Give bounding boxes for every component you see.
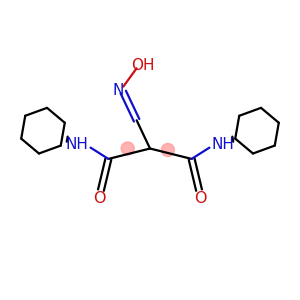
Text: N: N — [112, 83, 124, 98]
Text: O: O — [93, 191, 106, 206]
Text: O: O — [194, 191, 207, 206]
Text: OH: OH — [131, 58, 154, 74]
Circle shape — [161, 143, 174, 157]
Circle shape — [121, 142, 134, 155]
Text: NH: NH — [212, 136, 234, 152]
Text: NH: NH — [66, 136, 88, 152]
